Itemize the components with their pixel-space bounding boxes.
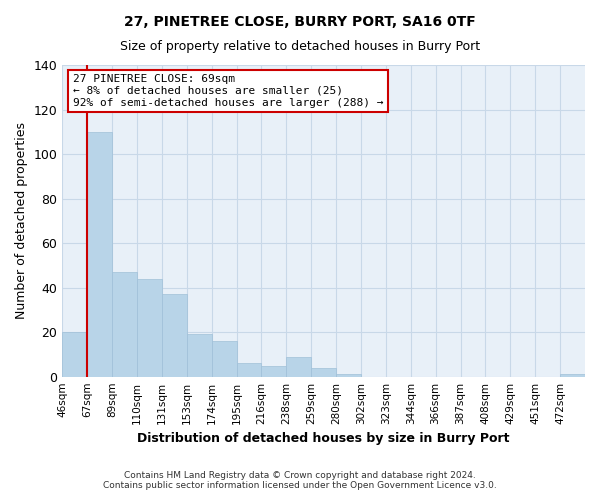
Bar [87, 132, 112, 376]
Bar [560, 374, 585, 376]
Bar [137, 278, 162, 376]
Bar [187, 334, 212, 376]
Text: Contains HM Land Registry data © Crown copyright and database right 2024.
Contai: Contains HM Land Registry data © Crown c… [103, 470, 497, 490]
Bar [212, 341, 236, 376]
Bar [162, 294, 187, 376]
Text: Size of property relative to detached houses in Burry Port: Size of property relative to detached ho… [120, 40, 480, 53]
Bar [62, 332, 87, 376]
Bar [336, 374, 361, 376]
Bar [236, 364, 262, 376]
X-axis label: Distribution of detached houses by size in Burry Port: Distribution of detached houses by size … [137, 432, 510, 445]
Text: 27 PINETREE CLOSE: 69sqm
← 8% of detached houses are smaller (25)
92% of semi-de: 27 PINETREE CLOSE: 69sqm ← 8% of detache… [73, 74, 383, 108]
Bar [286, 356, 311, 376]
Bar [262, 366, 286, 376]
Bar [112, 272, 137, 376]
Text: 27, PINETREE CLOSE, BURRY PORT, SA16 0TF: 27, PINETREE CLOSE, BURRY PORT, SA16 0TF [124, 15, 476, 29]
Y-axis label: Number of detached properties: Number of detached properties [15, 122, 28, 320]
Bar [311, 368, 336, 376]
